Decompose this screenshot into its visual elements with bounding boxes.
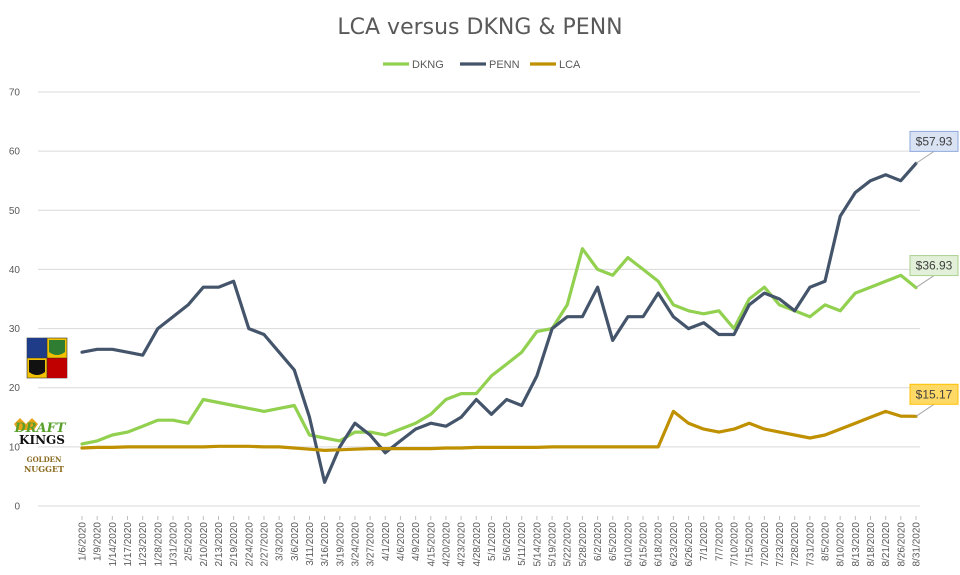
x-tick-label: 7/28/2020 xyxy=(790,522,801,567)
x-tick-label: 8/21/2020 xyxy=(881,522,892,567)
x-tick-label: 7/15/2020 xyxy=(745,522,756,567)
x-tick-label: 3/3/2020 xyxy=(275,522,286,561)
y-tick-label: 50 xyxy=(9,206,21,217)
draftkings-logo: DRAFT KINGS xyxy=(13,418,67,447)
x-tick-label: 3/6/2020 xyxy=(290,522,301,561)
x-tick-label: 8/31/2020 xyxy=(912,522,923,567)
legend-label-dkng: DKNG xyxy=(412,59,444,71)
x-tick-label: 7/20/2020 xyxy=(760,522,771,567)
x-tick-label: 3/16/2020 xyxy=(320,522,331,567)
x-tick-label: 7/23/2020 xyxy=(775,522,786,567)
x-tick-label: 8/18/2020 xyxy=(866,522,877,567)
x-tick-label: 6/10/2020 xyxy=(623,522,634,567)
x-tick-label: 2/19/2020 xyxy=(229,522,240,567)
callout-leader-dkng xyxy=(915,275,935,289)
x-tick-label: 1/14/2020 xyxy=(108,522,119,567)
x-tick-label: 7/7/2020 xyxy=(714,522,725,561)
x-tick-label: 2/27/2020 xyxy=(259,522,270,567)
x-tick-label: 6/26/2020 xyxy=(684,522,695,567)
x-tick-label: 1/31/2020 xyxy=(168,522,179,567)
x-tick-label: 5/19/2020 xyxy=(548,522,559,567)
x-tick-label: 1/28/2020 xyxy=(153,522,164,567)
x-tick-label: 5/6/2020 xyxy=(502,522,513,561)
x-tick-label: 3/27/2020 xyxy=(366,522,377,567)
x-tick-label: 6/2/2020 xyxy=(593,522,604,561)
x-tick-label: 4/9/2020 xyxy=(411,522,422,561)
y-tick-label: 70 xyxy=(9,88,21,99)
golden-nugget-logo-bottom: NUGGET xyxy=(24,464,64,474)
legend-label-penn: PENN xyxy=(489,59,520,71)
x-tick-label: 8/10/2020 xyxy=(836,522,847,567)
y-tick-label: 10 xyxy=(9,442,21,453)
x-tick-label: 6/5/2020 xyxy=(608,522,619,561)
x-tick-label: 8/26/2020 xyxy=(896,522,907,567)
callout-label-dkng: $36.93 xyxy=(916,259,953,273)
x-tick-label: 3/19/2020 xyxy=(335,522,346,567)
x-tick-label: 5/11/2020 xyxy=(517,522,528,566)
draftkings-logo-top: DRAFT xyxy=(13,421,66,436)
series-line-penn xyxy=(80,161,918,484)
x-tick-label: 6/15/2020 xyxy=(639,522,650,567)
x-tick-label: 5/1/2020 xyxy=(487,522,498,561)
x-tick-label: 8/13/2020 xyxy=(851,522,862,567)
x-tick-label: 6/18/2020 xyxy=(654,522,665,567)
x-tick-label: 7/1/2020 xyxy=(699,522,710,561)
series-line-lca xyxy=(80,409,918,452)
chart-title: LCA versus DKNG & PENN xyxy=(337,15,622,40)
y-tick-label: 60 xyxy=(9,147,21,158)
golden-nugget-logo: GOLDEN NUGGET xyxy=(24,455,64,474)
x-tick-label: 3/24/2020 xyxy=(350,522,361,567)
x-tick-label: 2/13/2020 xyxy=(214,522,225,567)
callout-leader-penn xyxy=(915,150,935,164)
x-tick-label: 2/5/2020 xyxy=(184,522,195,561)
x-tick-label: 4/28/2020 xyxy=(472,522,483,567)
y-axis-ticks: 0 10 20 30 40 50 60 70 xyxy=(9,88,21,513)
x-tick-label: 4/6/2020 xyxy=(396,522,407,561)
x-tick-label: 5/28/2020 xyxy=(578,522,589,567)
x-tick-label: 5/22/2020 xyxy=(563,522,574,567)
golden-nugget-logo-top: GOLDEN xyxy=(27,455,62,464)
x-tick-label: 7/31/2020 xyxy=(805,522,816,567)
legend: DKNG PENN LCA xyxy=(383,59,581,71)
callout-label-penn: $57.93 xyxy=(916,134,953,148)
x-tick-label: 1/17/2020 xyxy=(123,522,134,567)
callout-label-lca: $15.17 xyxy=(916,387,953,401)
x-tick-label: 5/14/2020 xyxy=(532,522,543,567)
gridlines xyxy=(38,91,920,507)
x-tick-label: 3/11/2020 xyxy=(305,522,316,566)
x-tick-label: 4/15/2020 xyxy=(426,522,437,567)
x-tick-label: 2/24/2020 xyxy=(244,522,255,567)
callout-leader-lca xyxy=(915,403,935,417)
value-callouts: $57.93 $36.93 $15.17 xyxy=(909,130,959,417)
callout-box-penn xyxy=(909,130,959,152)
x-tick-label: 4/23/2020 xyxy=(457,522,468,567)
series-lines xyxy=(80,161,918,484)
x-tick-label: 1/23/2020 xyxy=(138,522,149,567)
x-tick-label: 1/9/2020 xyxy=(93,522,104,561)
x-tick-label: 2/10/2020 xyxy=(199,522,210,567)
y-tick-label: 20 xyxy=(9,383,21,394)
y-tick-label: 30 xyxy=(9,324,21,335)
series-line-dkng xyxy=(80,247,918,446)
lca-logo xyxy=(26,337,68,379)
x-tick-label: 4/20/2020 xyxy=(441,522,452,567)
x-axis-ticks: 1/6/2020 1/9/2020 1/14/2020 1/17/2020 1/23/2… xyxy=(78,516,923,567)
y-tick-label: 40 xyxy=(9,265,21,276)
x-tick-label: 1/6/2020 xyxy=(78,522,89,561)
x-tick-label: 4/1/2020 xyxy=(381,522,392,561)
callout-box-dkng xyxy=(909,255,959,277)
callout-box-lca xyxy=(909,383,959,405)
x-tick-label: 6/23/2020 xyxy=(669,522,680,567)
y-tick-label: 0 xyxy=(14,502,20,513)
x-tick-label: 8/5/2020 xyxy=(821,522,832,561)
x-tick-label: 7/10/2020 xyxy=(730,522,741,567)
legend-label-lca: LCA xyxy=(559,59,581,71)
draftkings-logo-bottom: KINGS xyxy=(19,433,65,447)
